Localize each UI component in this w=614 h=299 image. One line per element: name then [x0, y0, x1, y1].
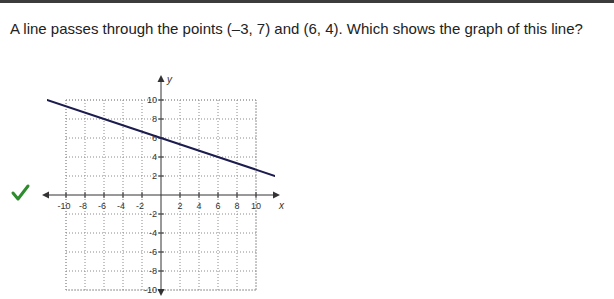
top-border — [0, 0, 614, 3]
y-tick — [158, 290, 164, 291]
root: A line passes through the points (–3, 7)… — [0, 0, 614, 299]
x-tick — [104, 192, 105, 198]
x-tick — [256, 192, 257, 198]
x-tick-label: -6 — [98, 201, 106, 211]
y-tick-label: -2 — [149, 209, 157, 219]
x-tick-label: 2 — [177, 201, 182, 211]
axes: -10-8-6-4-2246810-10-8-6-4-2246810xy — [42, 74, 285, 296]
y-tick — [158, 233, 164, 234]
y-tick — [158, 157, 164, 158]
x-tick — [237, 192, 238, 198]
y-tick-label: 2 — [152, 171, 157, 181]
x-tick-label: -8 — [79, 201, 87, 211]
question: A line passes through the points (–3, 7)… — [10, 20, 583, 37]
x-tick — [85, 192, 86, 198]
y-tick-label: -4 — [149, 228, 157, 238]
grid-line — [66, 176, 256, 177]
y-arrow — [158, 75, 165, 82]
grid-line — [66, 214, 256, 215]
y-tick-label: 4 — [152, 152, 157, 162]
grid-line — [66, 119, 256, 120]
y-tick-label: -10 — [144, 285, 157, 295]
y-axis-label: y — [166, 74, 173, 85]
line — [47, 100, 275, 176]
grid-line — [85, 100, 86, 290]
grid-line — [66, 233, 256, 234]
x-arrow — [273, 192, 280, 199]
y-tick-label: -6 — [149, 247, 157, 257]
grid-line — [218, 100, 219, 290]
x-tick-label: -4 — [117, 201, 125, 211]
plot-area — [47, 100, 275, 176]
y-axis — [161, 81, 162, 290]
y-tick — [158, 214, 164, 215]
grid-line — [66, 100, 256, 101]
y-tick — [158, 252, 164, 253]
x-tick-label: -10 — [57, 201, 70, 211]
grid-line — [199, 100, 200, 290]
y-tick-label: -8 — [149, 266, 157, 276]
x-arrow — [42, 192, 49, 199]
x-tick — [123, 192, 124, 198]
grid-line — [142, 100, 143, 290]
x-tick — [142, 192, 143, 198]
y-tick — [158, 119, 164, 120]
x-tick — [180, 192, 181, 198]
x-tick — [218, 192, 219, 198]
x-axis-label: x — [278, 200, 285, 211]
y-tick-label: 10 — [147, 95, 157, 105]
y-tick-label: 8 — [152, 114, 157, 124]
x-tick-label: -2 — [136, 201, 144, 211]
background — [0, 0, 614, 299]
x-tick-label: 8 — [234, 201, 239, 211]
grid-line — [104, 100, 105, 290]
x-tick — [199, 192, 200, 198]
y-tick — [158, 176, 164, 177]
grid-line — [180, 100, 181, 290]
x-tick — [66, 192, 67, 198]
x-tick-label: 10 — [251, 201, 261, 211]
grid-line — [237, 100, 238, 290]
grid-line — [66, 100, 67, 290]
canvas: A line passes through the points (–3, 7)… — [0, 0, 614, 299]
x-tick-label: 4 — [196, 201, 201, 211]
x-tick-label: 6 — [215, 201, 220, 211]
grid-line — [66, 271, 256, 272]
y-tick — [158, 271, 164, 272]
y-tick — [158, 100, 164, 101]
grid-line — [66, 252, 256, 253]
y-arrow — [158, 289, 165, 296]
check-mark — [13, 186, 28, 199]
grid-line — [66, 157, 256, 158]
grid-line — [123, 100, 124, 290]
